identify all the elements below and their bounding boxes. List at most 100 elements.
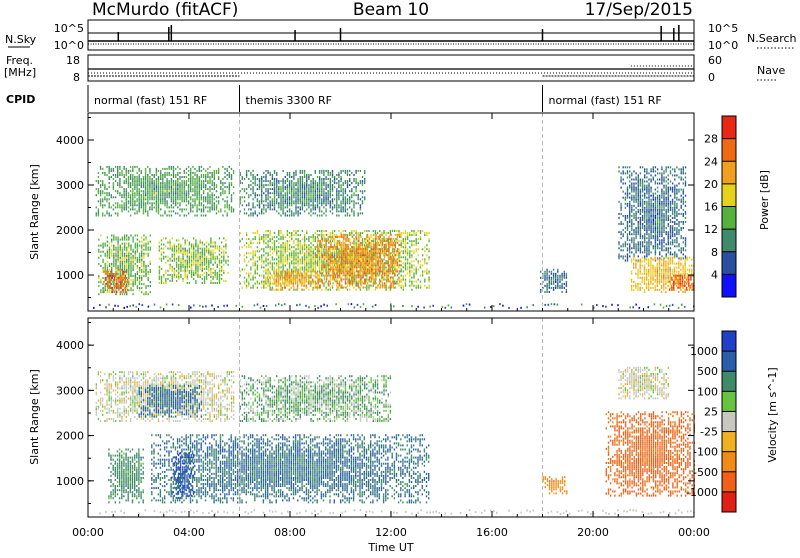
range-gate-cell (358, 202, 359, 204)
range-gate-cell (319, 172, 320, 174)
range-gate-cell (300, 258, 301, 260)
range-gate-cell (261, 238, 262, 240)
range-gate-cell (257, 215, 258, 217)
range-gate-cell (194, 178, 195, 180)
range-gate-cell (205, 206, 206, 208)
range-gate-cell (313, 188, 314, 190)
range-gate-cell (267, 234, 268, 236)
range-gate-cell (203, 190, 204, 192)
range-gate-cell (186, 176, 187, 178)
range-gate-cell (345, 282, 346, 284)
range-gate-cell (354, 256, 355, 258)
range-gate-cell (263, 238, 264, 240)
range-gate-cell (293, 252, 294, 254)
range-gate-cell (350, 282, 351, 284)
range-gate-cell (246, 234, 247, 236)
range-gate-cell (117, 168, 118, 170)
range-gate-cell (126, 291, 127, 293)
range-gate-cell (172, 246, 173, 248)
range-gate-cell (405, 258, 406, 260)
range-gate-cell (343, 274, 344, 276)
range-gate-cell (405, 246, 406, 248)
range-gate-cell (143, 257, 144, 259)
range-gate-cell (321, 184, 322, 186)
range-gate-cell (265, 264, 266, 266)
range-gate-cell (248, 285, 249, 287)
range-gate-cell (107, 291, 108, 293)
range-gate-cell (186, 180, 187, 182)
range-gate-cell (171, 210, 172, 212)
range-gate-cell (132, 239, 133, 241)
range-gate-cell (324, 278, 325, 280)
range-gate-cell (109, 186, 110, 188)
range-gate-cell (120, 251, 121, 253)
range-gate-cell (179, 196, 180, 198)
range-gate-cell (240, 180, 241, 182)
range-gate-cell (295, 234, 296, 236)
range-gate-cell (306, 182, 307, 184)
range-gate-cell (188, 174, 189, 176)
range-gate-cell (332, 188, 333, 190)
range-gate-cell (196, 174, 197, 176)
range-gate-cell (220, 186, 221, 188)
range-gate-cell (332, 274, 333, 276)
range-gate-cell (287, 240, 288, 242)
range-gate-cell (171, 166, 172, 168)
range-gate-cell (313, 202, 314, 204)
range-gate-cell (338, 182, 339, 184)
range-gate-cell (313, 258, 314, 260)
range-gate-cell (409, 250, 410, 252)
range-gate-cell (248, 275, 249, 277)
range-gate-cell (325, 198, 326, 200)
range-gate-cell (401, 236, 402, 238)
range-gate-cell (128, 172, 129, 174)
range-gate-cell (293, 254, 294, 256)
range-gate-cell (184, 200, 185, 202)
range-gate-cell (103, 291, 104, 293)
range-gate-cell (158, 182, 159, 184)
range-gate-cell (252, 192, 253, 194)
range-gate-cell (428, 240, 429, 242)
range-gate-cell (270, 281, 271, 283)
range-gate-cell (293, 200, 294, 202)
range-gate-cell (220, 192, 221, 194)
range-gate-cell (201, 198, 202, 200)
range-gate-cell (383, 279, 384, 281)
range-gate-cell (280, 200, 281, 202)
range-gate-cell (358, 272, 359, 274)
range-gate-cell (336, 204, 337, 206)
range-gate-cell (267, 264, 268, 266)
range-gate-cell (184, 192, 185, 194)
range-gate-cell (326, 252, 327, 254)
range-gate-cell (353, 277, 354, 279)
range-gate-cell (295, 250, 296, 252)
range-gate-cell (196, 170, 197, 172)
range-gate-cell (405, 279, 406, 281)
range-gate-cell (337, 242, 338, 244)
range-gate-cell (148, 255, 149, 257)
range-gate-cell (210, 262, 211, 264)
range-gate-cell (178, 260, 179, 262)
range-gate-cell (126, 235, 127, 237)
range-gate-cell (119, 172, 120, 174)
range-gate-cell (126, 174, 127, 176)
range-gate-cell (366, 275, 367, 277)
range-gate-cell (295, 269, 296, 271)
range-gate-cell (278, 260, 279, 262)
range-gate-cell (265, 174, 266, 176)
range-gate-cell (181, 180, 182, 182)
range-gate-cell (289, 208, 290, 210)
range-gate-cell (317, 196, 318, 198)
range-gate-cell (227, 260, 228, 262)
range-gate-cell (126, 237, 127, 239)
range-gate-cell (111, 196, 112, 198)
range-gate-cell (172, 268, 173, 270)
range-gate-cell (107, 255, 108, 257)
range-gate-cell (381, 279, 382, 281)
range-gate-cell (259, 236, 260, 238)
range-gate-cell (332, 206, 333, 208)
range-gate-cell (171, 180, 172, 182)
range-gate-cell (313, 238, 314, 240)
range-gate-cell (161, 258, 162, 260)
range-gate-cell (182, 256, 183, 258)
